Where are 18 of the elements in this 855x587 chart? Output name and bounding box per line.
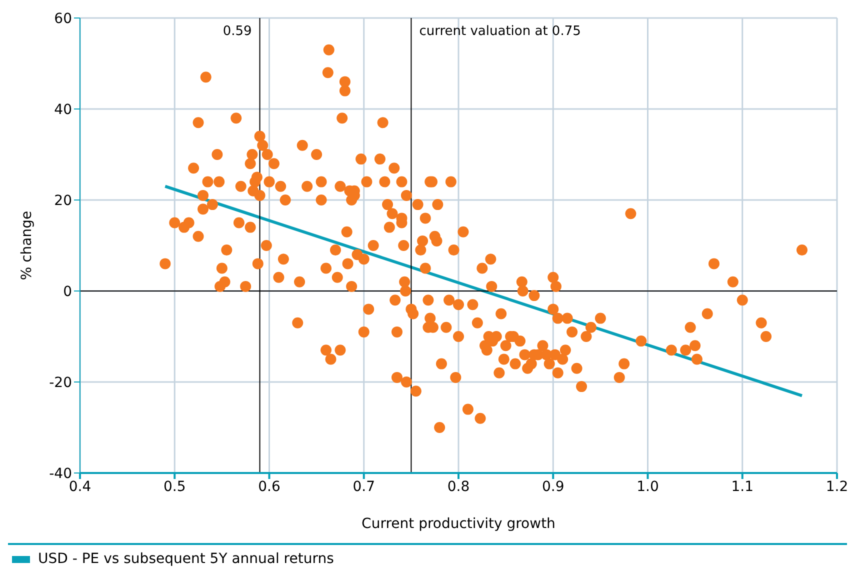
y-tick-label: -20: [49, 374, 72, 391]
x-tick-label: 0.7: [352, 478, 376, 495]
y-tick-label: 20: [54, 192, 72, 209]
x-tick-label: 0.9: [542, 478, 564, 495]
x-tick-label: 1.0: [636, 478, 659, 495]
x-tick-label: 0.8: [447, 478, 470, 495]
y-axis-title: % change: [18, 210, 35, 280]
x-tick-label: 1.1: [731, 478, 754, 495]
legend-label: USD - PE vs subsequent 5Y annual returns: [38, 551, 334, 567]
ref-line-label: current valuation at 0.75: [419, 24, 581, 40]
y-tick-label: 40: [54, 102, 72, 118]
x-tick-label: 0.5: [163, 478, 186, 495]
x-tick-label: 0.6: [258, 478, 280, 495]
ref-line-label: 0.59: [222, 24, 252, 40]
x-axis-title: Current productivity growth: [362, 516, 556, 532]
x-tick-label: 1.2: [826, 478, 848, 495]
y-tick-label: 60: [54, 10, 72, 27]
y-tick-label: 0: [63, 284, 72, 300]
